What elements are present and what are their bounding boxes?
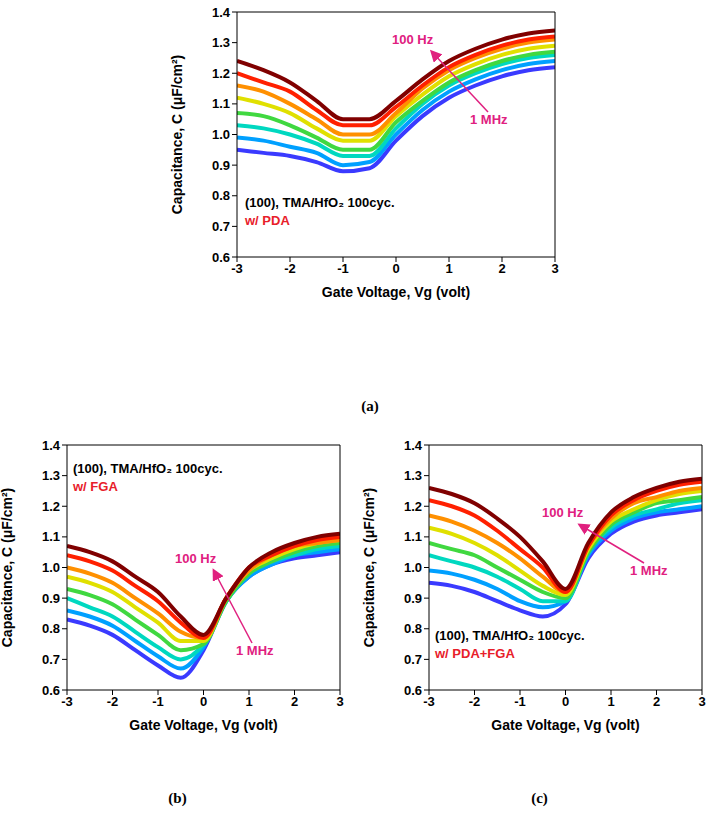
svg-text:-1: -1: [152, 694, 164, 709]
svg-text:Gate Voltage, Vg (volt): Gate Voltage, Vg (volt): [491, 717, 639, 733]
svg-text:1.0: 1.0: [404, 560, 422, 575]
svg-text:-2: -2: [469, 694, 481, 709]
svg-text:3: 3: [698, 694, 705, 709]
html-text:(100), TMA/HfO₂ 100cyc.: (100), TMA/HfO₂ 100cyc.: [435, 628, 585, 643]
svg-text:-2: -2: [107, 694, 119, 709]
html-text:1 MHz: 1 MHz: [630, 563, 668, 578]
svg-text:0.7: 0.7: [212, 219, 230, 234]
svg-text:1.1: 1.1: [404, 529, 422, 544]
html-text:w/ PDA: w/ PDA: [245, 213, 290, 228]
svg-text:1.4: 1.4: [42, 438, 61, 453]
svg-text:0: 0: [562, 694, 569, 709]
svg-text:0.7: 0.7: [42, 652, 60, 667]
svg-text:1.3: 1.3: [42, 468, 60, 483]
svg-text:1: 1: [245, 694, 252, 709]
svg-text:1.4: 1.4: [404, 438, 423, 453]
svg-text:-3: -3: [231, 261, 243, 276]
html-text:100 Hz: 100 Hz: [175, 551, 217, 566]
svg-text:0.8: 0.8: [212, 188, 230, 203]
svg-text:0.6: 0.6: [42, 683, 60, 698]
html-text:1 MHz: 1 MHz: [470, 112, 508, 127]
html-text:100 Hz: 100 Hz: [542, 505, 584, 520]
svg-text:0.8: 0.8: [42, 621, 60, 636]
html-text:w/ PDA+FGA: w/ PDA+FGA: [435, 646, 515, 661]
svg-text:0.9: 0.9: [42, 591, 60, 606]
html-text:(c): (c): [531, 790, 548, 806]
svg-text:1.4: 1.4: [212, 5, 231, 20]
html-text:100 Hz: 100 Hz: [392, 32, 434, 47]
svg-text:-3: -3: [61, 694, 73, 709]
svg-text:1.1: 1.1: [42, 529, 60, 544]
svg-text:1.0: 1.0: [212, 127, 230, 142]
svg-text:2: 2: [498, 261, 505, 276]
svg-text:1.2: 1.2: [212, 66, 230, 81]
svg-text:2: 2: [653, 694, 660, 709]
svg-text:-3: -3: [423, 694, 435, 709]
html-text:(100), TMA/HfO₂ 100cyc.: (100), TMA/HfO₂ 100cyc.: [73, 461, 223, 476]
svg-text:-1: -1: [514, 694, 526, 709]
svg-text:3: 3: [551, 261, 558, 276]
svg-text:1.3: 1.3: [404, 468, 422, 483]
html-text:(b): (b): [168, 790, 187, 806]
svg-text:1.2: 1.2: [404, 499, 422, 514]
svg-text:0.6: 0.6: [404, 683, 422, 698]
svg-text:Gate Voltage, Vg (volt): Gate Voltage, Vg (volt): [322, 284, 470, 300]
svg-text:2: 2: [291, 694, 298, 709]
html-text:w/ FGA: w/ FGA: [73, 479, 118, 494]
html-text:(100), TMA/HfO₂ 100cyc.: (100), TMA/HfO₂ 100cyc.: [245, 195, 395, 210]
svg-text:Capacitance, C (μF/cm²): Capacitance, C (μF/cm²): [362, 488, 377, 648]
svg-text:Capacitance, C (μF/cm²): Capacitance, C (μF/cm²): [170, 55, 185, 215]
svg-text:1.1: 1.1: [212, 96, 230, 111]
svg-text:1: 1: [445, 261, 452, 276]
svg-text:0: 0: [392, 261, 399, 276]
svg-text:3: 3: [336, 694, 343, 709]
svg-text:-2: -2: [284, 261, 296, 276]
html-text:1 MHz: 1 MHz: [236, 643, 274, 658]
html-text:(a): (a): [361, 398, 379, 414]
svg-text:0.7: 0.7: [404, 652, 422, 667]
svg-text:1.0: 1.0: [42, 560, 60, 575]
svg-text:0.9: 0.9: [212, 158, 230, 173]
svg-text:Gate Voltage, Vg (volt): Gate Voltage, Vg (volt): [129, 717, 277, 733]
svg-text:Capacitance, C (μF/cm²): Capacitance, C (μF/cm²): [0, 488, 15, 648]
svg-text:1: 1: [607, 694, 614, 709]
svg-text:0.8: 0.8: [404, 621, 422, 636]
svg-text:1.2: 1.2: [42, 499, 60, 514]
svg-text:1.3: 1.3: [212, 35, 230, 50]
svg-text:-1: -1: [337, 261, 349, 276]
svg-text:0.9: 0.9: [404, 591, 422, 606]
svg-text:0.6: 0.6: [212, 250, 230, 265]
svg-text:0: 0: [200, 694, 207, 709]
